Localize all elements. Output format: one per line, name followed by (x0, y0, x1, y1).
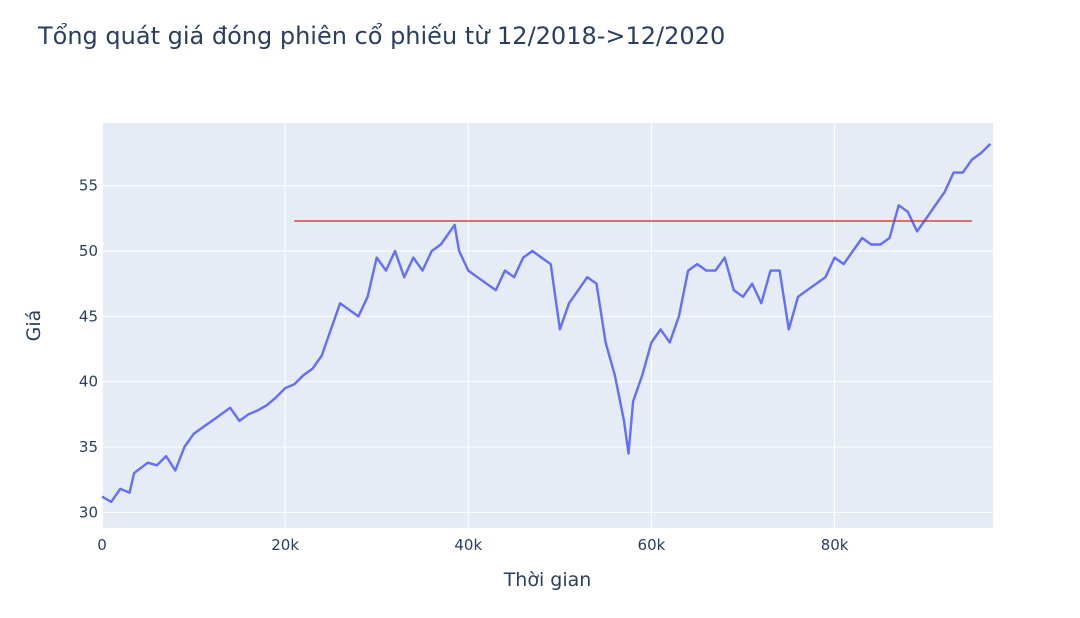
x-tick-label-0: 0 (97, 536, 107, 554)
x-tick-label-4: 80k (821, 536, 849, 554)
y-gridlines (102, 185, 993, 513)
y-tick-label-1: 35 (79, 438, 98, 456)
y-tick-label-2: 40 (79, 373, 98, 391)
x-tick-label-3: 60k (638, 536, 666, 554)
x-tick-labels: 0 20k 40k 60k 80k (97, 536, 849, 554)
x-tick-label-1: 20k (271, 536, 299, 554)
x-gridlines (101, 123, 836, 528)
y-tick-label-3: 45 (79, 307, 98, 325)
x-axis-label: Thời gian (503, 569, 592, 591)
chart-title: Tổng quát giá đóng phiên cổ phiếu từ 12/… (38, 22, 726, 50)
series-layer (101, 143, 992, 504)
y-tick-labels: 30 35 40 45 50 55 (79, 177, 98, 522)
plot-background (102, 123, 993, 528)
y-tick-label-5: 55 (79, 177, 98, 195)
y-tick-label-4: 50 (79, 242, 98, 260)
x-tick-label-2: 40k (454, 536, 482, 554)
y-axis-label: Giá (23, 310, 45, 342)
price-series-line (101, 143, 992, 504)
y-tick-label-0: 30 (79, 503, 98, 521)
